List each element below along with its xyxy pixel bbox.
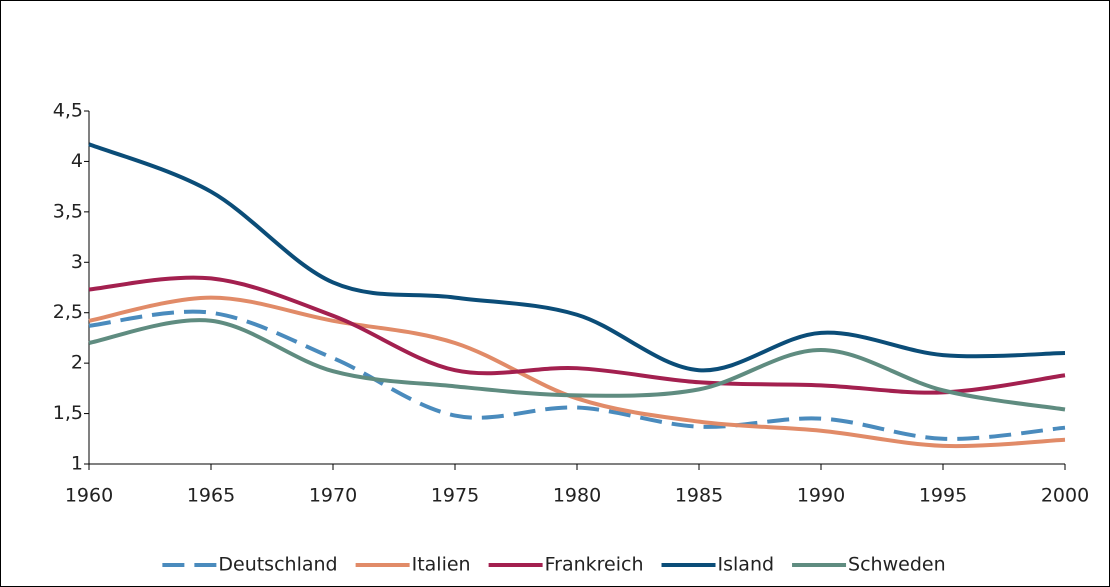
series-line (88, 309, 1066, 441)
legend-label: Italien (412, 554, 471, 576)
x-tick-label: 1995 (919, 485, 967, 507)
y-tick-label: 1,5 (53, 402, 83, 424)
x-tick-label: 2000 (1041, 485, 1089, 507)
y-tick-label: 4 (71, 150, 83, 172)
y-tick-label: 3,5 (53, 200, 83, 222)
series-line (88, 142, 1066, 373)
y-tick-label: 2,5 (53, 301, 83, 323)
series-line (88, 275, 1066, 395)
x-tick-label: 1985 (675, 485, 723, 507)
x-tick-label: 1960 (65, 485, 113, 507)
legend-label: Frankreich (545, 554, 644, 576)
y-tick-label: 2 (71, 352, 83, 374)
legend-label: Island (718, 554, 775, 576)
series-line (88, 318, 1066, 412)
x-tick-label: 1970 (309, 485, 357, 507)
x-tick-label: 1975 (431, 485, 479, 507)
series-line (88, 295, 1066, 449)
x-tick-label: 1980 (553, 485, 601, 507)
x-tick-label: 1965 (187, 485, 235, 507)
legend-label: Schweden (848, 554, 946, 576)
legend-label: Deutschland (218, 554, 337, 576)
y-tick-label: 4,5 (53, 100, 83, 122)
x-tick-label: 1990 (797, 485, 845, 507)
y-tick-label: 3 (71, 251, 83, 273)
y-tick-label: 1 (71, 453, 83, 475)
